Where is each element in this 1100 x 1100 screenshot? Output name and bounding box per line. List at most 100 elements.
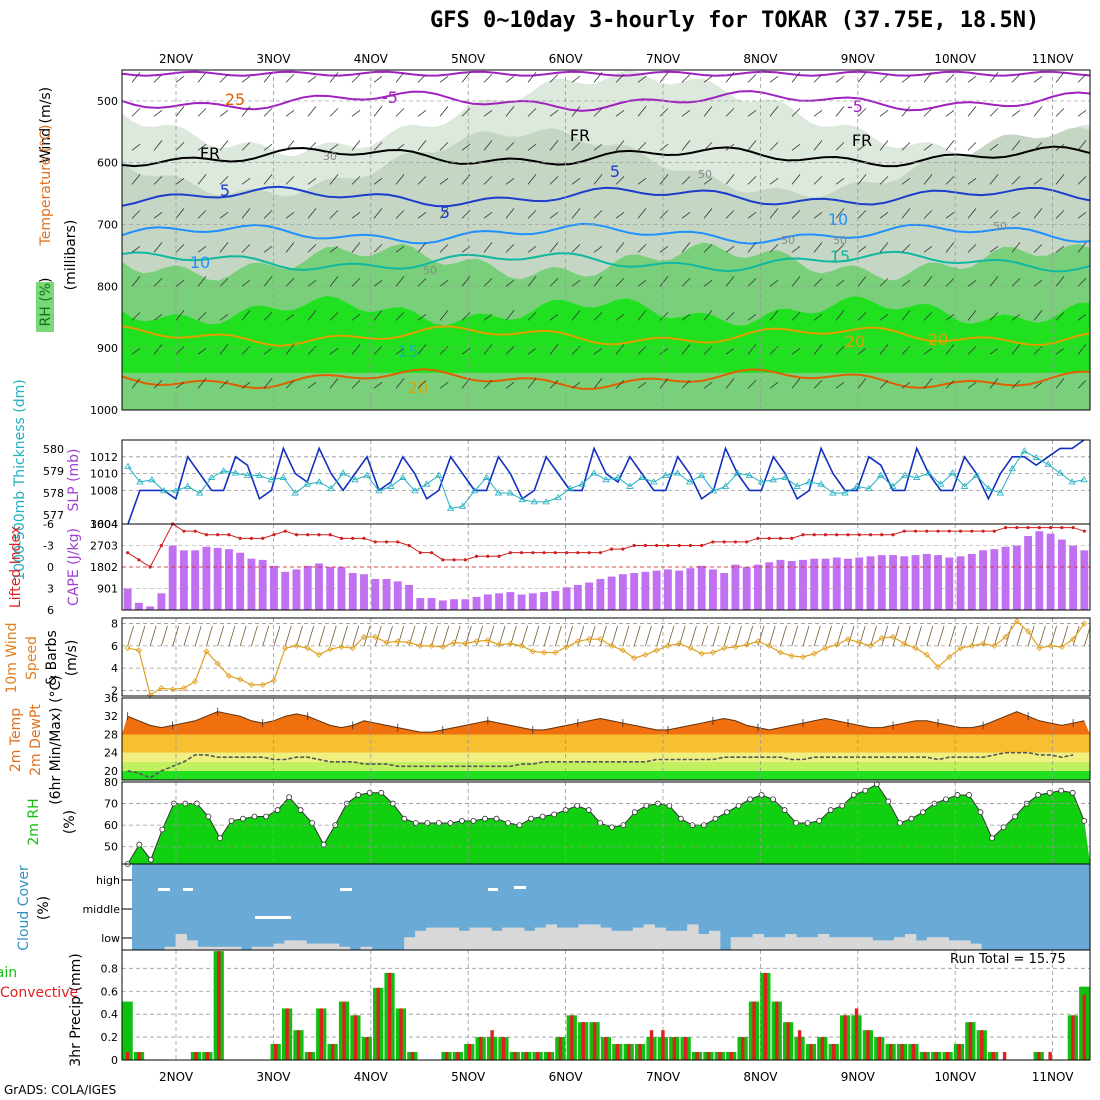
precip-convective-bar xyxy=(137,1051,141,1060)
thickness-marker xyxy=(243,471,252,478)
lifted-index-point xyxy=(857,533,861,537)
precip-axis-label: 3hr Precip (mm) xyxy=(68,953,84,1066)
wind-barb xyxy=(219,110,229,117)
wind-barb xyxy=(615,176,625,185)
wind-barb xyxy=(153,278,163,287)
cape-bar xyxy=(1035,531,1044,610)
lifted-index-point xyxy=(688,543,693,548)
low-cloud-bar xyxy=(643,924,656,950)
wind-barb xyxy=(725,210,735,219)
wind-barb-10m xyxy=(194,625,202,647)
wind-barb xyxy=(329,312,339,321)
wind-barb xyxy=(945,176,955,185)
low-cloud-bar xyxy=(306,943,318,950)
wind-barb xyxy=(263,108,273,117)
wind-barb xyxy=(989,312,999,321)
wind-speed-marker xyxy=(1002,633,1009,641)
wind-barb xyxy=(615,278,625,287)
slp-tick-label: 1010 xyxy=(90,468,118,481)
wind-speed-marker xyxy=(957,645,964,652)
rh-point xyxy=(608,824,615,831)
thickness-axis-label: 1000-500mb Thickness (dm) xyxy=(12,379,28,580)
rh-point xyxy=(758,792,765,798)
cape-bar xyxy=(787,561,796,610)
cape-bar xyxy=(934,555,942,610)
precip-total-legend: Total / Rain xyxy=(0,965,17,981)
low-cloud-bar xyxy=(763,937,775,950)
y-tick-label: 8 xyxy=(111,618,118,631)
wind-barb-10m xyxy=(723,625,731,647)
wind-barb xyxy=(571,280,581,287)
low-cloud-bar xyxy=(262,946,275,950)
wind-speed-marker xyxy=(676,640,683,647)
thickness-marker xyxy=(148,476,156,483)
lifted-index-point xyxy=(812,533,816,537)
wind-speed-marker xyxy=(293,642,300,649)
thickness-marker xyxy=(960,482,969,489)
wind-barb xyxy=(769,280,779,287)
wind-barb xyxy=(1011,314,1021,321)
lifted-index-point xyxy=(249,536,254,540)
wind-barb xyxy=(659,144,669,151)
wind-barb xyxy=(307,106,317,117)
wind-barb xyxy=(329,348,339,355)
wind-barb xyxy=(219,176,229,185)
wind-barb-10m xyxy=(622,625,630,647)
thickness-marker xyxy=(184,482,192,489)
wind-speed-marker xyxy=(1070,636,1077,643)
thickness-marker xyxy=(470,487,479,494)
cape-bar xyxy=(945,557,954,610)
wind-speed-marker xyxy=(135,647,142,654)
precip-convective-bar xyxy=(319,1008,324,1060)
wind-speed-marker xyxy=(315,651,323,658)
wind-barb xyxy=(857,174,867,185)
lifted-index-point xyxy=(328,533,332,537)
precip-convective-bar xyxy=(479,1037,483,1060)
wind-barb xyxy=(791,174,801,185)
wind-barb-10m xyxy=(1083,625,1091,647)
temperature-contour xyxy=(121,325,1091,347)
wind-barb-10m xyxy=(667,625,675,647)
wind-barb xyxy=(1055,312,1065,321)
low-cloud-bar xyxy=(839,937,851,950)
wind-barb-10m xyxy=(509,625,517,647)
wind-barb xyxy=(373,142,383,151)
wind-speed-marker xyxy=(743,641,750,648)
thickness-marker xyxy=(936,480,945,487)
wind-barb xyxy=(285,74,295,83)
wind-barb xyxy=(835,244,845,253)
precip-convective-bar xyxy=(581,1022,585,1060)
low-cloud-bar xyxy=(589,924,601,950)
lifted-index-point xyxy=(1026,525,1030,530)
wind-barb-10m xyxy=(329,625,337,647)
wind-speed-marker xyxy=(709,649,716,656)
panel-frame-upper xyxy=(121,69,1091,411)
cape-bar xyxy=(405,584,413,610)
wind-barb xyxy=(945,242,955,253)
precip-convective-bar xyxy=(695,1051,699,1060)
precip-convective-bar xyxy=(592,1022,597,1060)
wind10m-units-label: (m/s) xyxy=(64,640,80,677)
wind-barb xyxy=(395,108,405,117)
wind-barb xyxy=(219,212,229,219)
precip-convective-bar xyxy=(467,1043,472,1060)
lifted-index-point xyxy=(497,554,501,558)
wind-speed-marker xyxy=(664,642,671,649)
lifted-index-point xyxy=(913,529,918,533)
wind-barb xyxy=(549,344,559,355)
wind-barb xyxy=(505,208,515,219)
cape-tick-label: 1802 xyxy=(90,561,118,574)
wind-barb xyxy=(703,106,713,117)
thickness-marker xyxy=(411,487,419,494)
cape-bar xyxy=(821,558,830,610)
wind-barb xyxy=(879,314,889,321)
wind-barb xyxy=(637,346,647,355)
wind-barb xyxy=(879,176,889,185)
precip-convective-bar xyxy=(627,1043,631,1060)
low-cloud-bar xyxy=(904,934,917,950)
wind-barb xyxy=(461,378,471,389)
slp-tick-label: 1012 xyxy=(90,451,118,464)
cape-tick-label: 3604 xyxy=(90,518,118,531)
wind-barb xyxy=(989,276,999,287)
thickness-marker xyxy=(662,471,670,478)
